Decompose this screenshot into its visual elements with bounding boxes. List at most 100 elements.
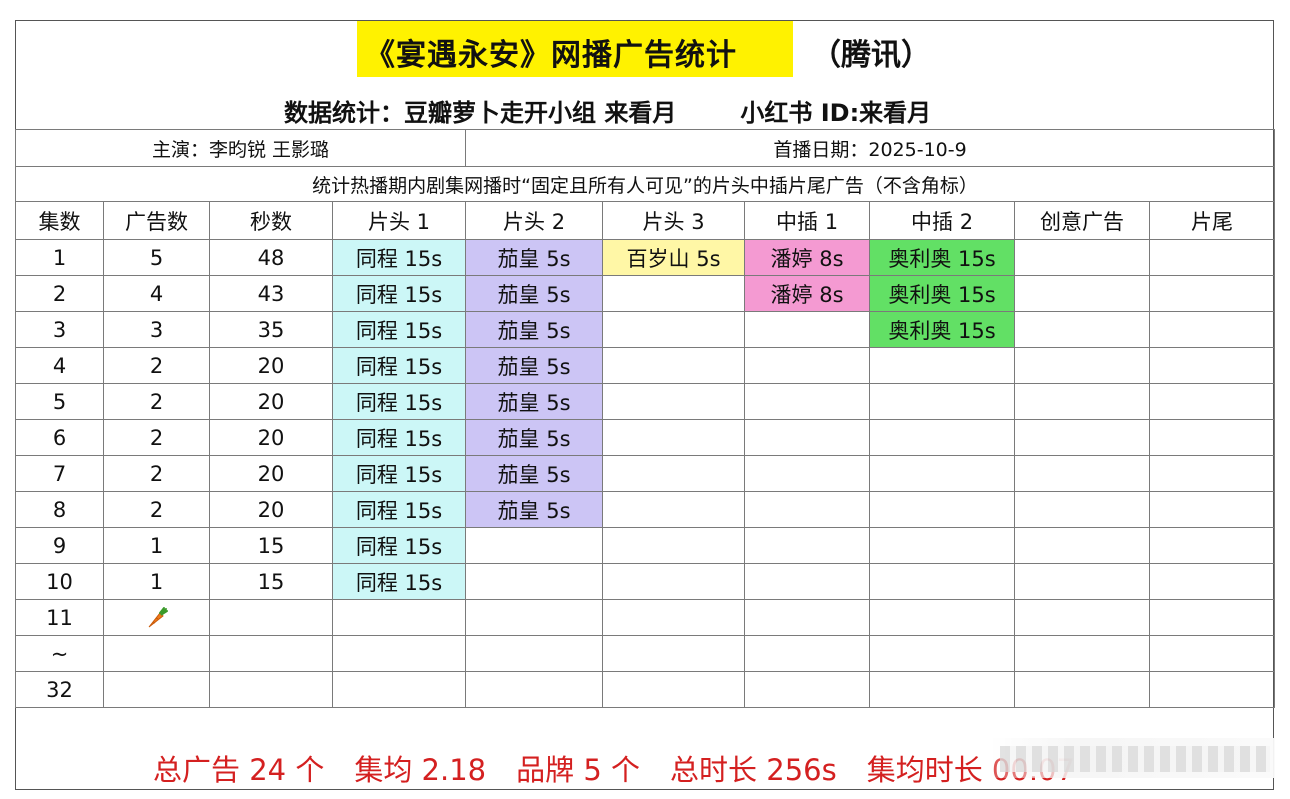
table-cell: 茄皇 5s bbox=[465, 311, 604, 348]
table-cell bbox=[465, 563, 604, 600]
table-cell: 32 bbox=[15, 671, 104, 708]
table-cell bbox=[869, 671, 1016, 708]
xiaohongshu-id: 小红书 ID:来看月 bbox=[740, 99, 932, 127]
table-cell: 同程 15s bbox=[331, 383, 467, 420]
table-cell bbox=[1149, 275, 1276, 312]
table-cell: 同程 15s bbox=[331, 311, 467, 348]
table-cell bbox=[1149, 635, 1276, 672]
table-row: 32 bbox=[15, 671, 1276, 708]
table-cell bbox=[602, 455, 746, 492]
table-row: 8 2 20 同程 15s 茄皇 5s bbox=[15, 491, 1276, 528]
note-row: 统计热播期内剧集网播时“固定且所有人可见”的片头中插片尾广告（不含角标） bbox=[14, 166, 1276, 202]
table-cell bbox=[602, 275, 746, 312]
table-cell bbox=[602, 383, 746, 420]
table-cell: 15 bbox=[209, 527, 333, 564]
table-cell bbox=[1149, 311, 1276, 348]
table-cell bbox=[1014, 455, 1151, 492]
table-cell bbox=[1014, 419, 1151, 456]
table-cell bbox=[209, 635, 333, 672]
carrot-icon bbox=[144, 605, 170, 631]
table-cell: 同程 15s bbox=[331, 347, 467, 384]
table-cell bbox=[103, 599, 210, 636]
summary-total: 总广告 24 个 bbox=[153, 753, 325, 787]
table-cell bbox=[602, 635, 746, 672]
table-cell: 茄皇 5s bbox=[465, 347, 604, 384]
table-cell: 奥利奥 15s bbox=[869, 275, 1016, 312]
table-row: 3 3 35 同程 15s 茄皇 5s 奥利奥 15s bbox=[15, 311, 1276, 348]
summary-duration: 总时长 256s bbox=[670, 753, 837, 787]
table-cell: 2 bbox=[103, 383, 210, 420]
table-cell bbox=[1014, 311, 1151, 348]
table-cell bbox=[869, 599, 1016, 636]
table-cell: 同程 15s bbox=[331, 419, 467, 456]
table-cell bbox=[602, 419, 746, 456]
table-cell bbox=[602, 311, 746, 348]
table-cell bbox=[602, 599, 746, 636]
credits-line: 数据统计：豆瓣萝卜走开小组 来看月 小红书 ID:来看月 bbox=[284, 93, 931, 128]
table-cell: 3 bbox=[15, 311, 104, 348]
col-header: 中插 2 bbox=[869, 201, 1016, 240]
table-cell: 同程 15s bbox=[331, 563, 467, 600]
table-row: 1 5 48 同程 15s 茄皇 5s 百岁山 5s 潘婷 8s 奥利奥 15s bbox=[15, 239, 1276, 276]
table-cell bbox=[1149, 671, 1276, 708]
table-cell: 20 bbox=[209, 455, 333, 492]
table-cell bbox=[602, 491, 746, 528]
table-cell: 1 bbox=[15, 239, 104, 276]
table-cell bbox=[744, 383, 871, 420]
table-cell bbox=[465, 635, 604, 672]
table-cell bbox=[869, 635, 1016, 672]
col-header: 秒数 bbox=[209, 201, 333, 240]
table-cell bbox=[1149, 383, 1276, 420]
table-cell: 4 bbox=[103, 275, 210, 312]
table-cell: 同程 15s bbox=[331, 455, 467, 492]
col-header: 广告数 bbox=[103, 201, 210, 240]
table-cell bbox=[1149, 491, 1276, 528]
table-cell bbox=[744, 671, 871, 708]
table-cell bbox=[1014, 527, 1151, 564]
table-cell bbox=[1014, 635, 1151, 672]
table-cell: 潘婷 8s bbox=[744, 239, 871, 276]
table-cell bbox=[331, 599, 467, 636]
table-cell bbox=[1149, 563, 1276, 600]
header: 《宴遇永安》网播广告统计 （腾讯） 数据统计：豆瓣萝卜走开小组 来看月 小红书 I… bbox=[16, 21, 1273, 129]
table-cell bbox=[1149, 347, 1276, 384]
watermark-pattern bbox=[1000, 746, 1270, 772]
stats-credit: 数据统计：豆瓣萝卜走开小组 来看月 bbox=[284, 99, 677, 127]
table-cell bbox=[103, 671, 210, 708]
table-cell: 8 bbox=[15, 491, 104, 528]
col-header: 片头 2 bbox=[465, 201, 604, 240]
table-cell: 15 bbox=[209, 563, 333, 600]
table-cell bbox=[1014, 671, 1151, 708]
ad-stats-sheet: 《宴遇永安》网播广告统计 （腾讯） 数据统计：豆瓣萝卜走开小组 来看月 小红书 I… bbox=[14, 20, 1276, 790]
premiere-date-cell: 首播日期：2025-10-9 bbox=[465, 129, 1276, 167]
table-cell: 同程 15s bbox=[331, 491, 467, 528]
table-cell bbox=[869, 455, 1016, 492]
table-cell: 茄皇 5s bbox=[465, 239, 604, 276]
table-cell bbox=[1014, 239, 1151, 276]
table-cell: 10 bbox=[15, 563, 104, 600]
table-cell bbox=[744, 527, 871, 564]
table-cell bbox=[1014, 599, 1151, 636]
table-row: 11 bbox=[15, 599, 1276, 636]
table-cell: 35 bbox=[209, 311, 333, 348]
table-cell: 9 bbox=[15, 527, 104, 564]
table-cell bbox=[1014, 383, 1151, 420]
table-cell: 同程 15s bbox=[331, 239, 467, 276]
table-cell bbox=[602, 563, 746, 600]
table-cell bbox=[744, 347, 871, 384]
table-cell: 5 bbox=[15, 383, 104, 420]
summary-avg: 集均 2.18 bbox=[354, 753, 487, 787]
table-row: ~ bbox=[15, 635, 1276, 672]
table-cell: 1 bbox=[103, 563, 210, 600]
title-highlight bbox=[357, 21, 793, 77]
table-cell: 茄皇 5s bbox=[465, 275, 604, 312]
table-cell bbox=[1149, 419, 1276, 456]
table-cell: 2 bbox=[103, 347, 210, 384]
table-cell bbox=[209, 671, 333, 708]
table-cell bbox=[744, 455, 871, 492]
table-row: 10 1 15 同程 15s bbox=[15, 563, 1276, 600]
table-cell: 48 bbox=[209, 239, 333, 276]
cast-cell: 主演：李昀锐 王影璐 bbox=[14, 129, 467, 167]
table-cell: 43 bbox=[209, 275, 333, 312]
table-cell bbox=[744, 311, 871, 348]
